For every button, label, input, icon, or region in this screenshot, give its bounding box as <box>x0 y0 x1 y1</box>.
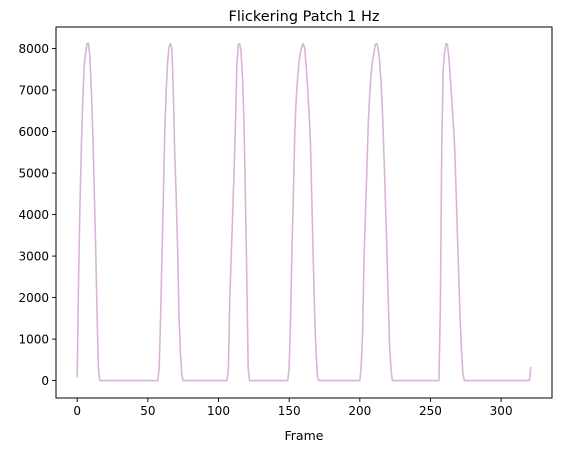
x-tick-label: 150 <box>278 404 301 418</box>
y-tick-label: 2000 <box>18 291 49 305</box>
x-axis: 0 50 100 150 200 250 300 <box>73 398 513 418</box>
x-tick-label: 200 <box>348 404 371 418</box>
x-tick-label: 100 <box>207 404 230 418</box>
plot-area-frame <box>55 26 553 399</box>
y-tick-label: 4000 <box>18 208 49 222</box>
y-tick-label: 1000 <box>18 332 49 346</box>
y-tick-label: 3000 <box>18 249 49 263</box>
x-tick-label: 300 <box>490 404 513 418</box>
x-tick-label: 250 <box>419 404 442 418</box>
y-tick-label: 8000 <box>18 42 49 56</box>
x-tick-label: 0 <box>73 404 81 418</box>
y-tick-label: 0 <box>41 374 49 388</box>
x-tick-label: 50 <box>140 404 155 418</box>
y-tick-label: 5000 <box>18 166 49 180</box>
y-tick-label: 7000 <box>18 83 49 97</box>
y-tick-label: 6000 <box>18 125 49 139</box>
x-axis-label: Frame <box>285 428 324 443</box>
chart-title: Flickering Patch 1 Hz <box>229 9 380 25</box>
series-line-0 <box>76 42 532 382</box>
y-axis: 0 1000 2000 3000 4000 5000 6000 7000 8000 <box>18 42 56 388</box>
